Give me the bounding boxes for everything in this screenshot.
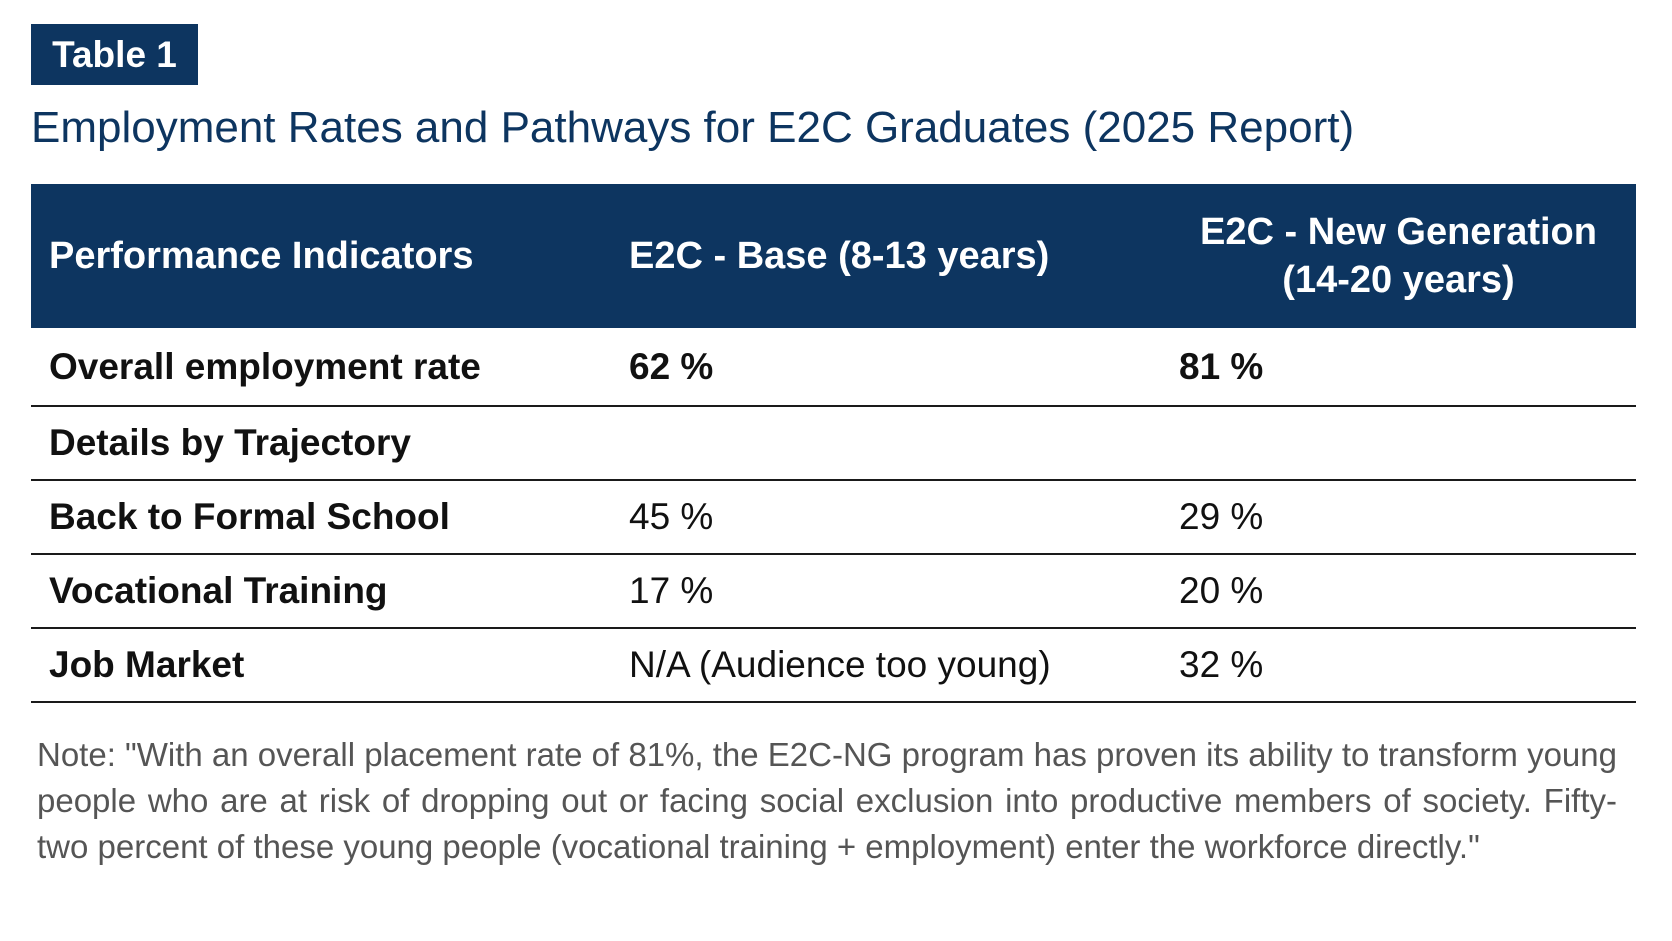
cell-base-overall: 62 % <box>611 328 1161 407</box>
row-label-details-by-trajectory: Details by Trajectory <box>31 406 611 481</box>
cell-new-generation-vocational-training: 20 % <box>1161 554 1636 629</box>
table-header-row: Performance Indicators E2C - Base (8-13 … <box>31 184 1636 328</box>
row-label-vocational-training: Vocational Training <box>31 554 611 629</box>
table-row: Overall employment rate 62 % 81 % <box>31 328 1636 407</box>
table-label-badge: Table 1 <box>31 24 198 85</box>
cell-new-generation-overall: 81 % <box>1161 328 1636 407</box>
cell-base-vocational-training: 17 % <box>611 554 1161 629</box>
cell-base-formal-school: 45 % <box>611 480 1161 555</box>
column-header-indicators: Performance Indicators <box>31 184 611 328</box>
cell-base-details <box>611 406 1161 481</box>
row-label-overall-employment: Overall employment rate <box>31 328 611 407</box>
column-header-base: E2C - Base (8-13 years) <box>611 184 1161 328</box>
cell-base-job-market: N/A (Audience too young) <box>611 628 1161 703</box>
row-label-formal-school: Back to Formal School <box>31 480 611 555</box>
cell-new-generation-job-market: 32 % <box>1161 628 1636 703</box>
table-title: Employment Rates and Pathways for E2C Gr… <box>31 103 1355 152</box>
employment-table: Performance Indicators E2C - Base (8-13 … <box>31 184 1636 703</box>
row-label-job-market: Job Market <box>31 628 611 703</box>
table-footnote: Note: "With an overall placement rate of… <box>37 736 1617 865</box>
table-row: Details by Trajectory <box>31 406 1636 481</box>
cell-new-generation-details <box>1161 406 1636 481</box>
table-row: Back to Formal School 45 % 29 % <box>31 480 1636 555</box>
column-header-new-generation: E2C - New Generation (14-20 years) <box>1161 184 1636 328</box>
table-row: Vocational Training 17 % 20 % <box>31 554 1636 629</box>
table-row: Job Market N/A (Audience too young) 32 % <box>31 628 1636 703</box>
cell-new-generation-formal-school: 29 % <box>1161 480 1636 555</box>
